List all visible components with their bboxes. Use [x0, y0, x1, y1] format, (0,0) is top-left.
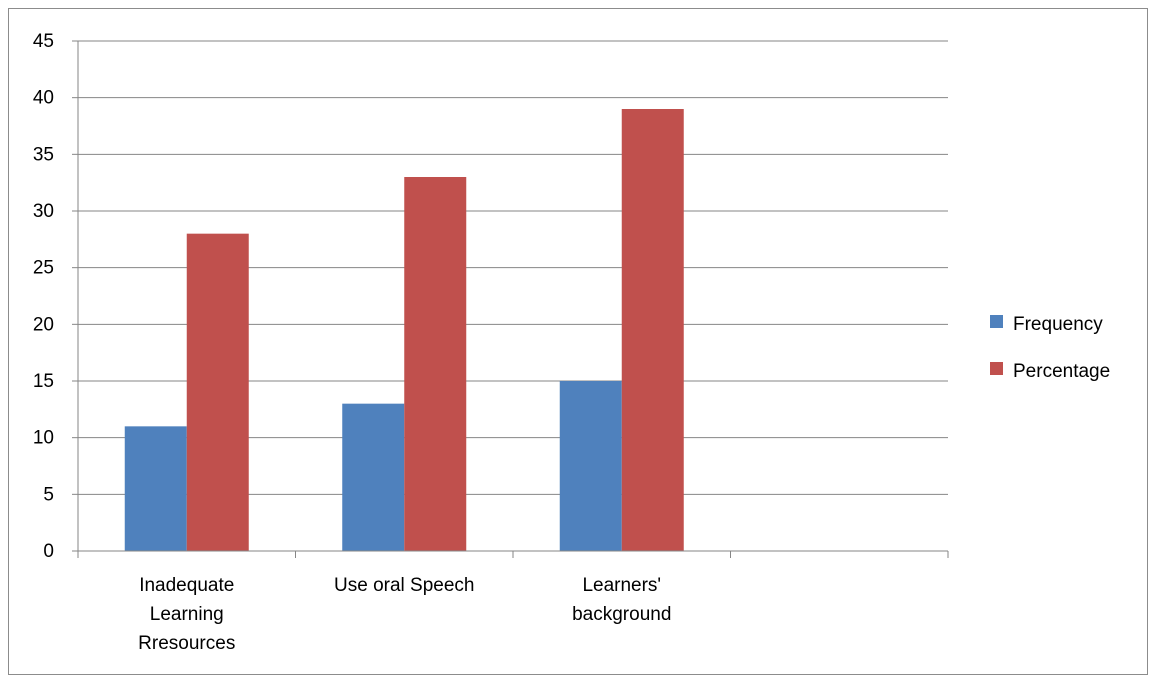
y-tick-label: 5 [43, 484, 54, 505]
legend-label-percentage: Percentage [1013, 361, 1110, 382]
y-tick-label: 45 [33, 31, 54, 52]
legend-swatch-percentage [990, 362, 1003, 375]
bar-frequency [342, 403, 405, 551]
axes [72, 40, 949, 558]
bar-percentage [404, 177, 467, 551]
legend-label-frequency: Frequency [1013, 314, 1103, 335]
x-category-label: Use oral Speech [334, 575, 474, 596]
legend: Frequency Percentage [990, 314, 1110, 382]
bar-frequency [559, 381, 622, 551]
x-category-label: Inadequate [139, 575, 234, 596]
y-tick-label: 0 [43, 541, 54, 562]
bar-percentage [186, 233, 249, 551]
legend-swatch-frequency [990, 315, 1003, 328]
y-tick-labels: 0 5 10 15 20 25 30 35 40 45 [33, 31, 54, 562]
x-category-labels: Inadequate Learning Rresources Use oral Spe… [138, 575, 671, 654]
x-category-label: Learners' [582, 575, 661, 596]
y-tick-label: 35 [33, 144, 54, 165]
bar-frequency [124, 426, 187, 551]
x-category-label: background [572, 604, 671, 625]
y-tick-label: 20 [33, 314, 54, 335]
bar-percentage [621, 109, 684, 551]
x-category-label: Learning [150, 604, 224, 625]
y-tick-label: 10 [33, 428, 54, 449]
y-tick-label: 15 [33, 371, 54, 392]
y-tick-label: 30 [33, 201, 54, 222]
bars [124, 109, 684, 551]
y-tick-label: 25 [33, 258, 54, 279]
y-tick-label: 40 [33, 88, 54, 109]
x-category-label: Rresources [138, 633, 235, 654]
